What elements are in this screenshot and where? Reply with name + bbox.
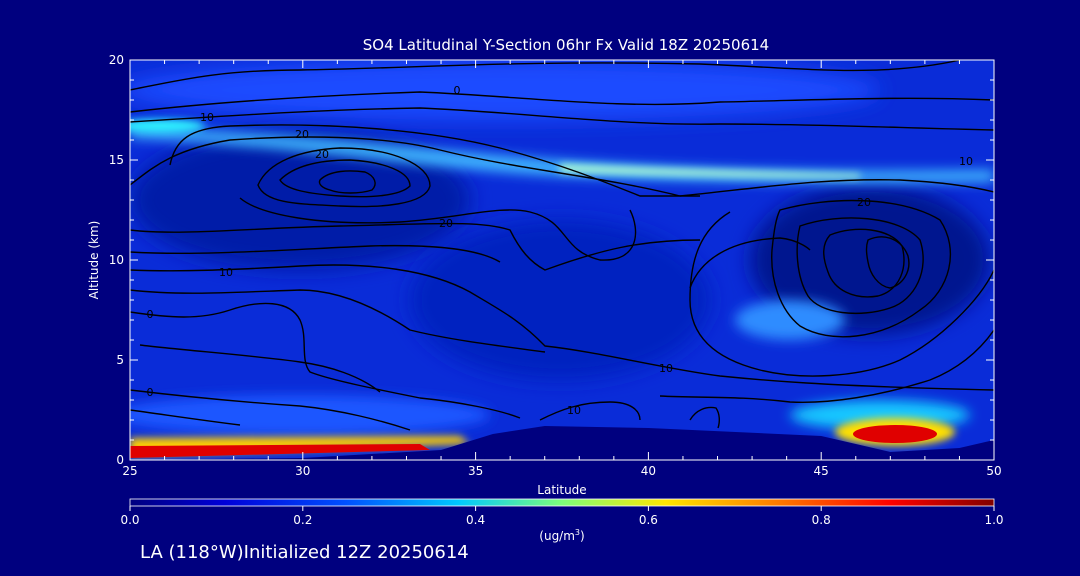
x-tick-label: 50	[986, 464, 1001, 478]
y-axis: 0 5 10 15 20	[109, 53, 994, 467]
contour-line	[689, 406, 721, 429]
contour-line	[659, 329, 994, 403]
upper-jet-band	[130, 128, 994, 183]
contour-label: 20	[315, 148, 329, 161]
contour-line	[539, 401, 641, 421]
contour-label: 20	[295, 128, 309, 141]
contour-line	[130, 91, 994, 113]
low-region-top	[130, 60, 880, 120]
colorbar-tick-label: 1.0	[984, 513, 1003, 527]
contour-line	[130, 264, 994, 391]
y-tick-label: 0	[116, 453, 124, 467]
contour-line	[865, 236, 910, 289]
contour-line	[130, 302, 521, 419]
contour-label: 10	[219, 266, 233, 279]
x-tick-label: 35	[468, 464, 483, 478]
y-tick-label: 20	[109, 53, 124, 67]
contour-label: 0	[454, 84, 461, 97]
contour-label: 0	[147, 308, 154, 321]
colorbar-tick-label: 0.0	[120, 513, 139, 527]
x-tick-label: 40	[641, 464, 656, 478]
contour-line	[239, 197, 637, 261]
contour-line	[130, 409, 241, 426]
contour-line	[130, 136, 994, 197]
contour-line	[130, 60, 961, 91]
terrain	[130, 426, 994, 460]
contour-line	[318, 170, 376, 194]
contour-line	[257, 147, 431, 208]
contour-label: 10	[659, 362, 673, 375]
colorbar-unit-close: )	[580, 529, 585, 543]
contour-label: 10	[567, 404, 581, 417]
chart-title: SO4 Latitudinal Y-Section 06hr Fx Valid …	[363, 36, 769, 54]
colorbar-tick-label: 0.6	[639, 513, 658, 527]
contour-label: 20	[439, 217, 453, 230]
x-tick-label: 25	[122, 464, 137, 478]
contour-line	[130, 389, 411, 431]
x-tick-label: 45	[814, 464, 829, 478]
contour-label: 10	[200, 111, 214, 124]
contour-line	[130, 222, 701, 271]
x-axis: 25 30 35 40 45 50	[122, 60, 1002, 478]
surface-maximum-right	[853, 425, 937, 443]
left-low-level-band	[130, 395, 490, 435]
contour-line	[796, 217, 924, 314]
colorbar-tick-label: 0.2	[293, 513, 312, 527]
contour-label: 20	[857, 196, 871, 209]
contour-lines	[130, 60, 994, 431]
contour-label: 0	[147, 386, 154, 399]
contour-line	[279, 159, 411, 198]
colorbar-unit-exponent: 3	[575, 528, 580, 537]
colorbar-ticks: 0.0 0.2 0.4 0.6 0.8 1.0	[120, 506, 1004, 527]
contour-line	[689, 237, 811, 289]
colorbar-tick-label: 0.4	[466, 513, 485, 527]
contour-label: 10	[959, 155, 973, 168]
contour-line	[771, 199, 952, 338]
colorbar-unit-label: (ug/m3)	[539, 528, 584, 543]
initialization-footer: LA (118°W)Initialized 12Z 20250614	[140, 542, 469, 563]
y-tick-label: 5	[116, 353, 124, 367]
x-axis-label: Latitude	[537, 483, 586, 497]
concentration-field	[130, 60, 994, 460]
y-axis-label: Altitude (km)	[87, 221, 101, 300]
upper-left-maximum	[130, 119, 205, 133]
colorbar-unit-main: (ug/m	[539, 529, 575, 543]
contour-line	[169, 124, 700, 197]
contour-line	[139, 344, 381, 393]
contour-line	[130, 289, 546, 353]
colorbar	[129, 498, 995, 507]
contour-line	[130, 107, 994, 131]
contour-line	[689, 211, 994, 377]
contour-labels: 0 10 20 20 20 10 10 0 0 10 20 10	[147, 84, 974, 417]
surface-maximum-left	[130, 444, 430, 458]
low-region-center	[410, 220, 710, 380]
upper-jet-core	[560, 164, 860, 178]
y-tick-label: 10	[109, 253, 124, 267]
y-tick-label: 15	[109, 153, 124, 167]
contour-line	[823, 228, 905, 298]
colorbar-tick-label: 0.8	[812, 513, 831, 527]
x-tick-label: 30	[295, 464, 310, 478]
contour-line	[130, 244, 501, 263]
mid-level-maximum	[735, 300, 845, 340]
